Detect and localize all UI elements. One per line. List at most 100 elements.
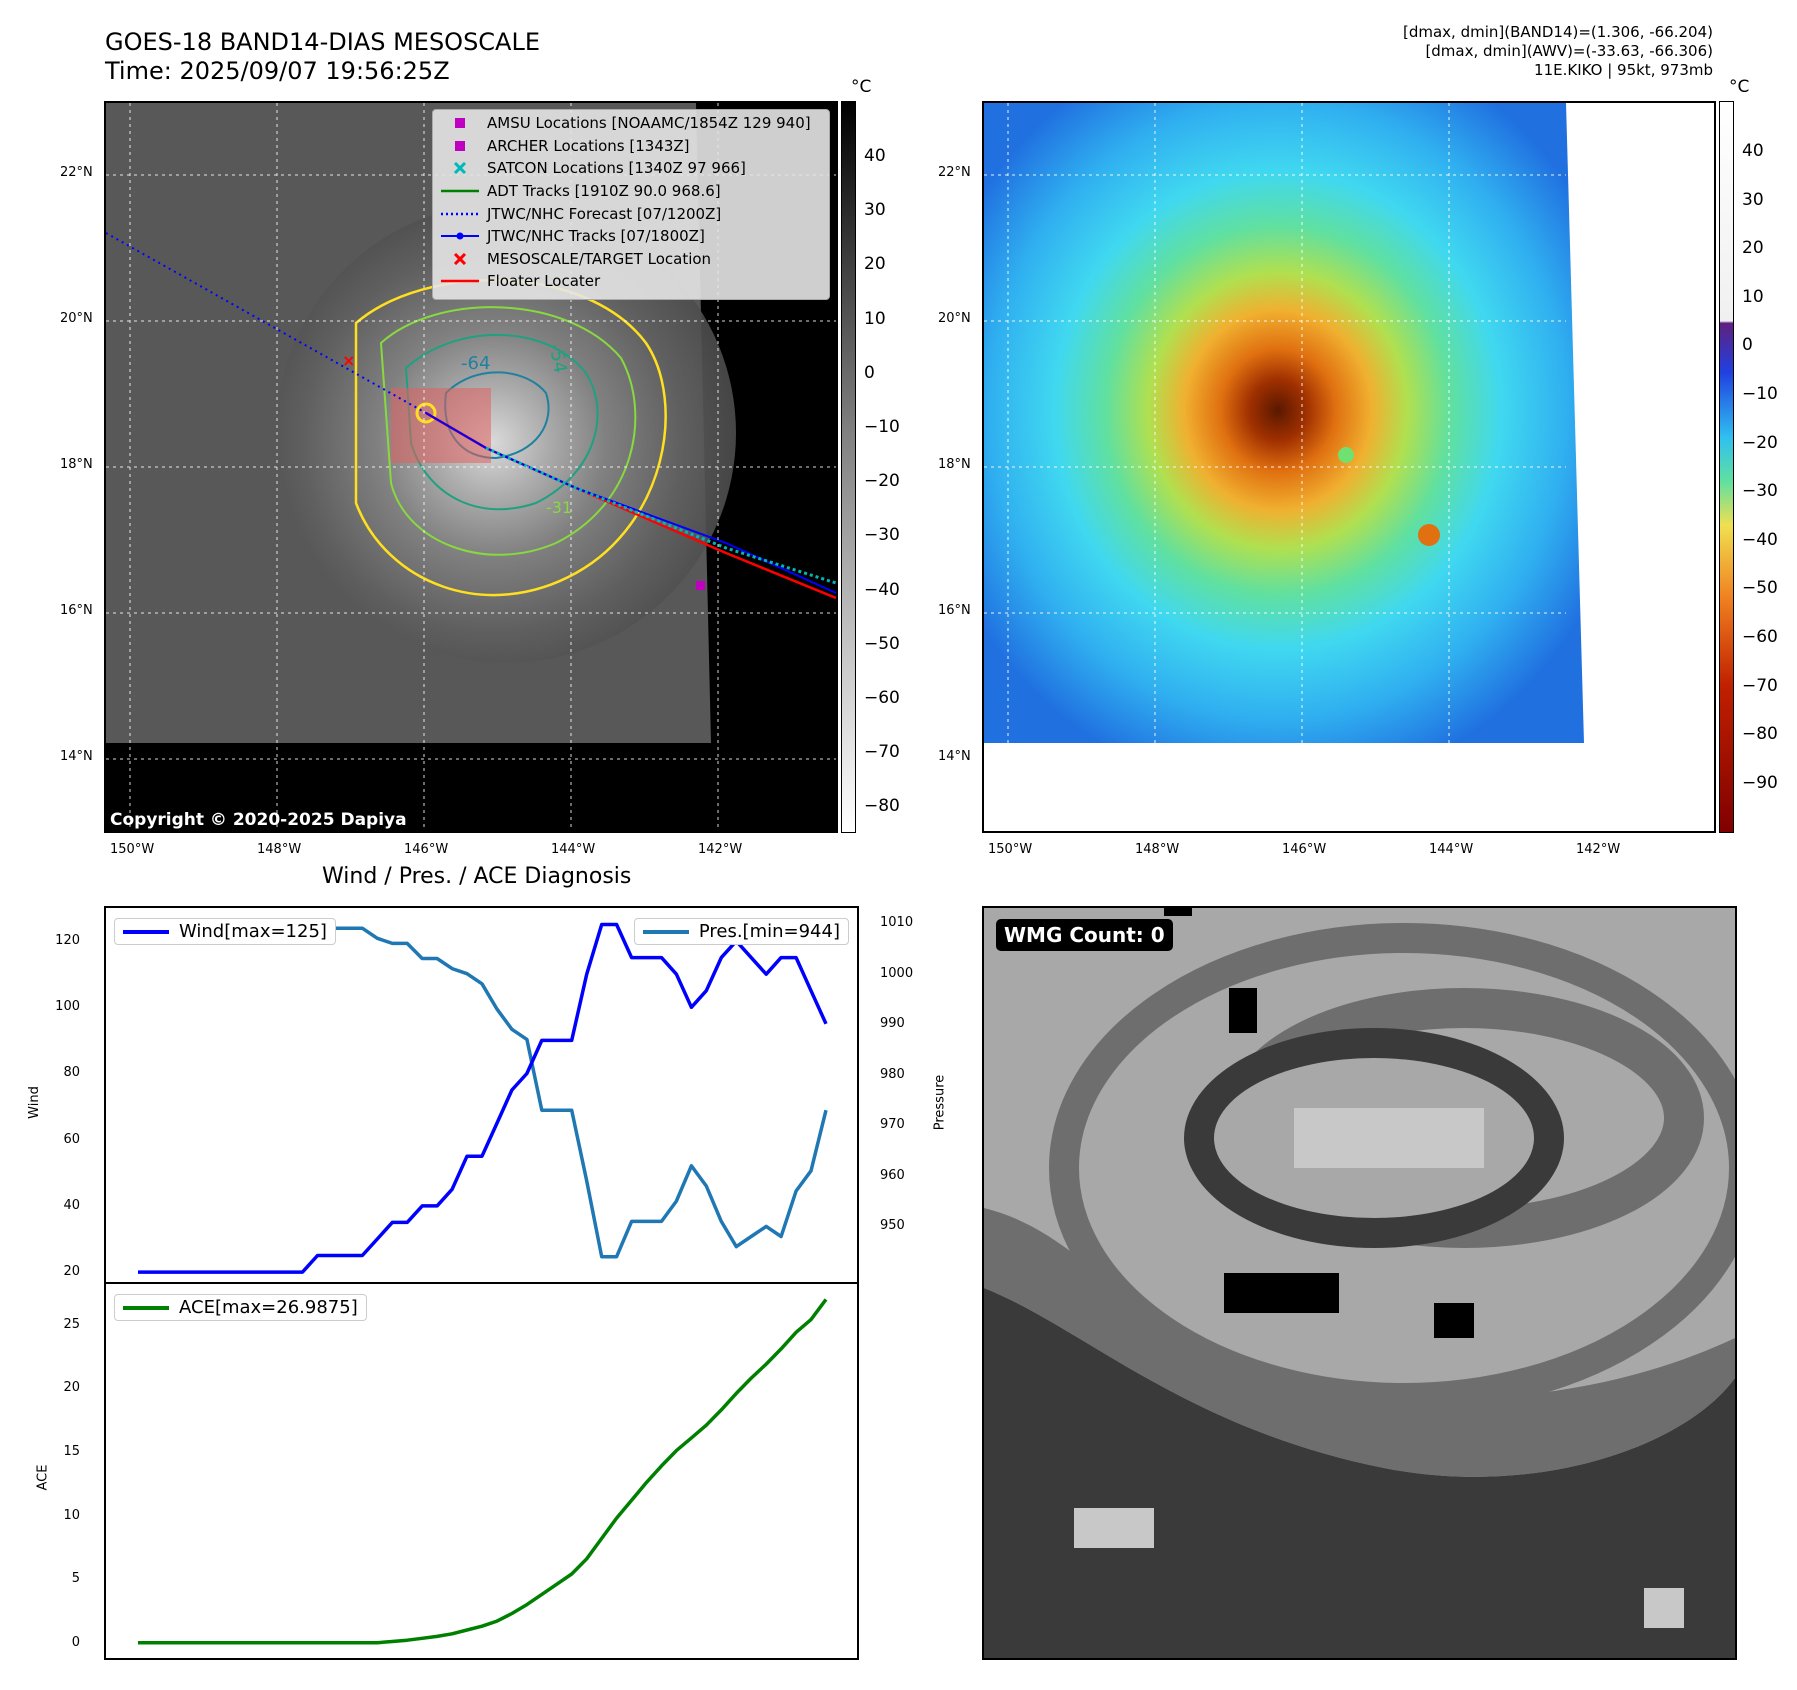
wind-pressure-chart: Wind[max=125] Pres.[min=944] [104,906,859,1284]
color-colorbar-tick: 30 [1742,189,1764,210]
ace-axis-label: ACE [35,1464,51,1491]
legend-symbol-icon [439,208,481,220]
gray-colorbar-tick: −60 [864,688,900,708]
legend-symbol-icon [439,252,481,265]
pressure-tick-label: 1000 [880,965,914,981]
ir-lon-tick-label: 148°W [257,842,302,857]
ace-tick-label: 25 [63,1316,80,1332]
color-colorbar-tick: −80 [1742,724,1778,745]
wind-legend-swatch [123,929,169,934]
info-line-1: [dmax, dmin](BAND14)=(1.306, -66.204) [1402,23,1713,41]
color-colorbar-tick: −70 [1742,675,1778,696]
legend-item: SATCON Locations [1340Z 97 966] [433,157,829,180]
target-marker: × [342,351,355,370]
color-colorbar-tick: 0 [1742,335,1753,356]
awv-lat-tick-label: 22°N [938,165,971,180]
pressure-tick-label: 990 [880,1016,905,1032]
wind-pressure-plot [138,921,828,1274]
legend-symbol-icon [439,117,481,129]
gray-colorbar-tick: −80 [864,796,900,817]
ace-tick-label: 15 [63,1443,80,1459]
color-colorbar-tick: 40 [1742,141,1764,161]
wind-legend-label: Wind[max=125] [179,921,327,942]
awv-lat-tick-label: 14°N [938,749,971,764]
ace-tick-label: 10 [63,1507,80,1523]
pressure-tick-label: 1010 [880,915,914,931]
satcon-track [485,446,836,585]
pressure-tick-label: 950 [880,1218,905,1234]
pressure-legend-label: Pres.[min=944] [698,921,840,942]
legend-label: ARCHER Locations [1343Z] [487,136,690,155]
gray-colorbar-tick: 30 [864,200,886,221]
ir-lat-tick-label: 14°N [60,749,93,764]
pressure-axis-label: Pressure [932,1074,948,1131]
pressure-tick-label: 980 [880,1066,905,1082]
legend-symbol-icon [439,275,481,287]
wind-legend: Wind[max=125] [114,918,336,945]
floater-box [391,388,491,463]
gray-colorbar-tick: −30 [864,525,900,546]
legend-symbol-icon [439,185,481,197]
gray-colorbar-tick: −50 [864,633,900,654]
color-colorbar-tick: −90 [1742,772,1778,793]
info-block: [dmax, dmin](BAND14)=(1.306, -66.204) [d… [1403,23,1713,80]
legend-symbol-icon [439,230,481,242]
wind-tick-label: 80 [63,1065,80,1081]
wind-axis-label: Wind [26,1086,42,1119]
gray-colorbar-unit: °C [851,77,872,97]
contour-label-1: -64 [461,353,491,374]
awv-lon-tick-label: 150°W [988,842,1033,857]
ace-chart: ACE[max=26.9875] [104,1282,859,1660]
color-colorbar-tick: −60 [1742,627,1778,647]
awv-lon-tick-label: 142°W [1576,842,1621,857]
contour-green [379,306,637,556]
pressure-legend: Pres.[min=944] [633,918,849,945]
eye-marker [415,402,437,424]
ir-lon-tick-label: 142°W [698,842,743,857]
ace-legend-label: ACE[max=26.9875] [179,1297,358,1318]
color-colorbar [1719,101,1734,833]
gray-colorbar-tick: 20 [864,254,886,275]
ir-lat-tick-label: 18°N [60,457,93,472]
ace-legend: ACE[max=26.9875] [114,1294,367,1321]
legend-item: MESOSCALE/TARGET Location [433,248,829,271]
ir-lon-tick-label: 150°W [110,842,155,857]
gray-colorbar-tick: −20 [864,471,900,492]
awv-lat-tick-label: 20°N [938,311,971,326]
wind-tick-label: 40 [63,1197,80,1213]
forecast-track [106,232,427,414]
wind-series-line [138,922,828,1274]
legend-item: AMSU Locations [NOAAMC/1854Z 129 940] [433,112,829,135]
title-line-2: Time: 2025/09/07 19:56:25Z [105,57,450,85]
pressure-tick-label: 970 [880,1117,905,1133]
gray-colorbar-tick: 40 [864,146,886,166]
awv-hotspot [1418,524,1440,546]
legend-item: JTWC/NHC Tracks [07/1800Z] [433,225,829,248]
ace-tick-label: 0 [71,1634,80,1650]
awv-gridlines [984,103,1566,743]
awv-lat-tick-label: 16°N [938,603,971,618]
gray-colorbar-tick: −10 [864,417,900,437]
title-line-1: GOES-18 BAND14-DIAS MESOSCALE [105,28,541,56]
color-colorbar-tick: −50 [1742,578,1778,599]
map-legend: AMSU Locations [NOAAMC/1854Z 129 940] ARC… [432,109,830,300]
legend-symbol-icon [439,140,481,152]
legend-label: SATCON Locations [1340Z 97 966] [487,159,746,178]
color-colorbar-tick: −40 [1742,529,1778,550]
awv-eye [1338,447,1354,463]
color-colorbar-tick: 20 [1742,238,1764,259]
ace-series-line [138,1298,828,1645]
gray-colorbar-tick: 10 [864,308,886,329]
legend-item: ADT Tracks [1910Z 90.0 968.6] [433,180,829,203]
legend-label: MESOSCALE/TARGET Location [487,249,712,268]
wmg-count-badge: WMG Count: 0 [996,919,1173,951]
color-colorbar-tick: −30 [1742,481,1778,502]
ir-lat-tick-label: 22°N [60,165,93,180]
ir-lon-tick-label: 144°W [551,842,596,857]
pressure-legend-swatch [642,929,689,934]
copyright-text: Copyright © 2020-2025 Dapiya [110,810,407,830]
ace-legend-swatch [123,1305,169,1310]
ir-map-panel: × -64 -54 -31 Copyright © 2020-2025 Dapi… [104,101,838,833]
ir-lat-tick-label: 16°N [60,603,93,618]
ir-lon-tick-label: 146°W [404,842,449,857]
